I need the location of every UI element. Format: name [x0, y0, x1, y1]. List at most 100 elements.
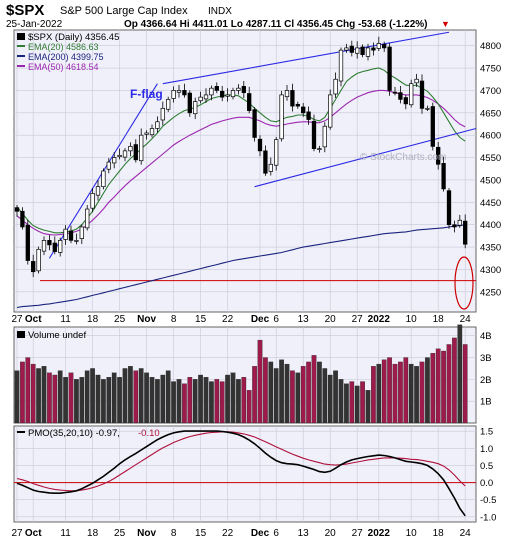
candle-body [95, 186, 101, 196]
volume-bar [268, 361, 274, 424]
volume-bar [203, 377, 209, 424]
price-panel-bg [13, 29, 477, 313]
volume-bar [246, 390, 252, 424]
candle-body [160, 107, 165, 121]
candle-body [166, 99, 171, 110]
candle-body [25, 224, 30, 261]
price-tick-label: 4600 [480, 131, 501, 142]
volume-bar [149, 377, 155, 424]
volume-bar [117, 377, 122, 424]
price-xtick-label: Dec [251, 314, 270, 325]
volume-bar [452, 337, 457, 424]
candle-body [392, 91, 398, 94]
volume-bar [419, 361, 425, 424]
trendline [162, 31, 450, 85]
volume-bar [101, 379, 106, 424]
candle-body [425, 107, 430, 110]
candle-body [295, 103, 300, 107]
candle-body [247, 93, 252, 111]
price-xtick-label: 27 [352, 314, 364, 325]
price-xtick-label: 8 [171, 314, 177, 325]
down-arrow-icon: ▼ [441, 19, 450, 29]
bottom-xtick-label: 24 [460, 528, 472, 539]
candle-body [274, 139, 279, 166]
price-tick-label: 4700 [480, 86, 501, 97]
volume-bar [192, 379, 198, 424]
candle-body [382, 43, 387, 49]
candle-body [52, 242, 57, 252]
price-xtick-label: 25 [114, 314, 126, 325]
volume-bar [263, 357, 268, 424]
chart-index-name: S&P 500 Large Cap Index [60, 5, 188, 17]
candle-body [128, 146, 133, 152]
volume-bar [84, 370, 90, 424]
price-tick-label: 4400 [480, 220, 501, 231]
legend-swatch-ema200 [17, 55, 25, 57]
volume-bar [311, 355, 317, 424]
candle-body [106, 161, 111, 170]
candle-body [252, 109, 257, 138]
price-tick-label: 4750 [480, 64, 501, 75]
watermark: © StockCharts.com [360, 152, 446, 163]
candle-body [14, 207, 20, 212]
candle-body [139, 134, 144, 162]
volume-bar [322, 368, 328, 424]
f-flag-annotation: F-flag [130, 87, 163, 101]
bottom-xtick-label: 6 [273, 528, 279, 539]
volume-bar [25, 357, 31, 424]
candle-body [47, 240, 52, 246]
volume-tick-label: 4B [480, 331, 492, 342]
legend-ema200: EMA(200) 4399.75 [28, 52, 104, 62]
volume-bar [214, 379, 220, 424]
legend-ema50: EMA(50) 4618.54 [28, 62, 99, 72]
volume-bar [398, 361, 403, 424]
volume-bar [30, 363, 36, 424]
candle-body [457, 219, 462, 226]
candle-body [290, 90, 295, 107]
volume-bar [14, 370, 20, 424]
volume-bar [128, 366, 133, 424]
candle-body [149, 128, 155, 136]
price-xtick-label: 18 [87, 314, 99, 325]
candle-body [328, 94, 333, 128]
price-yaxis: 4250 4300 4350 4400 4450 4500 4550 4600 4650 4700… [480, 41, 501, 298]
volume-bar [462, 344, 468, 424]
candle-body [117, 154, 122, 158]
price-xtick-label: 27 [11, 314, 23, 325]
candle-body [241, 86, 246, 94]
candle-body [68, 230, 74, 241]
price-xtick-label: 22 [222, 314, 234, 325]
volume-bar [225, 374, 230, 424]
pmo-signal-value: -0.10 [138, 428, 160, 439]
volume-bar [257, 339, 263, 424]
bottom-xtick-label: 2022 [368, 528, 391, 539]
candle-body [463, 220, 468, 245]
pmo-tick-label: 0.5 [480, 461, 493, 472]
volume-bar [171, 381, 176, 424]
volume-bar [236, 379, 241, 424]
candle-body [311, 120, 317, 149]
volume-bar [457, 324, 463, 424]
volume-panel: 1B 2B 3B 4B Volume undef [13, 324, 492, 424]
volume-bar [138, 368, 144, 424]
bottom-xtick-label: Oct [25, 528, 42, 539]
candle-body [441, 163, 446, 190]
legend-swatch-pmo [17, 431, 25, 433]
price-tick-label: 4550 [480, 153, 501, 164]
candle-body [79, 226, 84, 239]
candle-body [409, 83, 414, 106]
volume-bar [79, 377, 85, 424]
candle-body [144, 132, 149, 135]
volume-bar [403, 357, 409, 424]
candle-body [155, 121, 160, 129]
bottom-xtick-label: 8 [171, 528, 177, 539]
candle-body [268, 163, 273, 172]
price-xtick-label: 24 [460, 314, 472, 325]
volume-bar [381, 359, 387, 424]
bottom-xtick-label: 27 [352, 528, 364, 539]
volume-bar [68, 372, 74, 424]
volume-bar [198, 374, 203, 424]
candle-body [414, 78, 419, 84]
volume-bar [252, 366, 257, 424]
